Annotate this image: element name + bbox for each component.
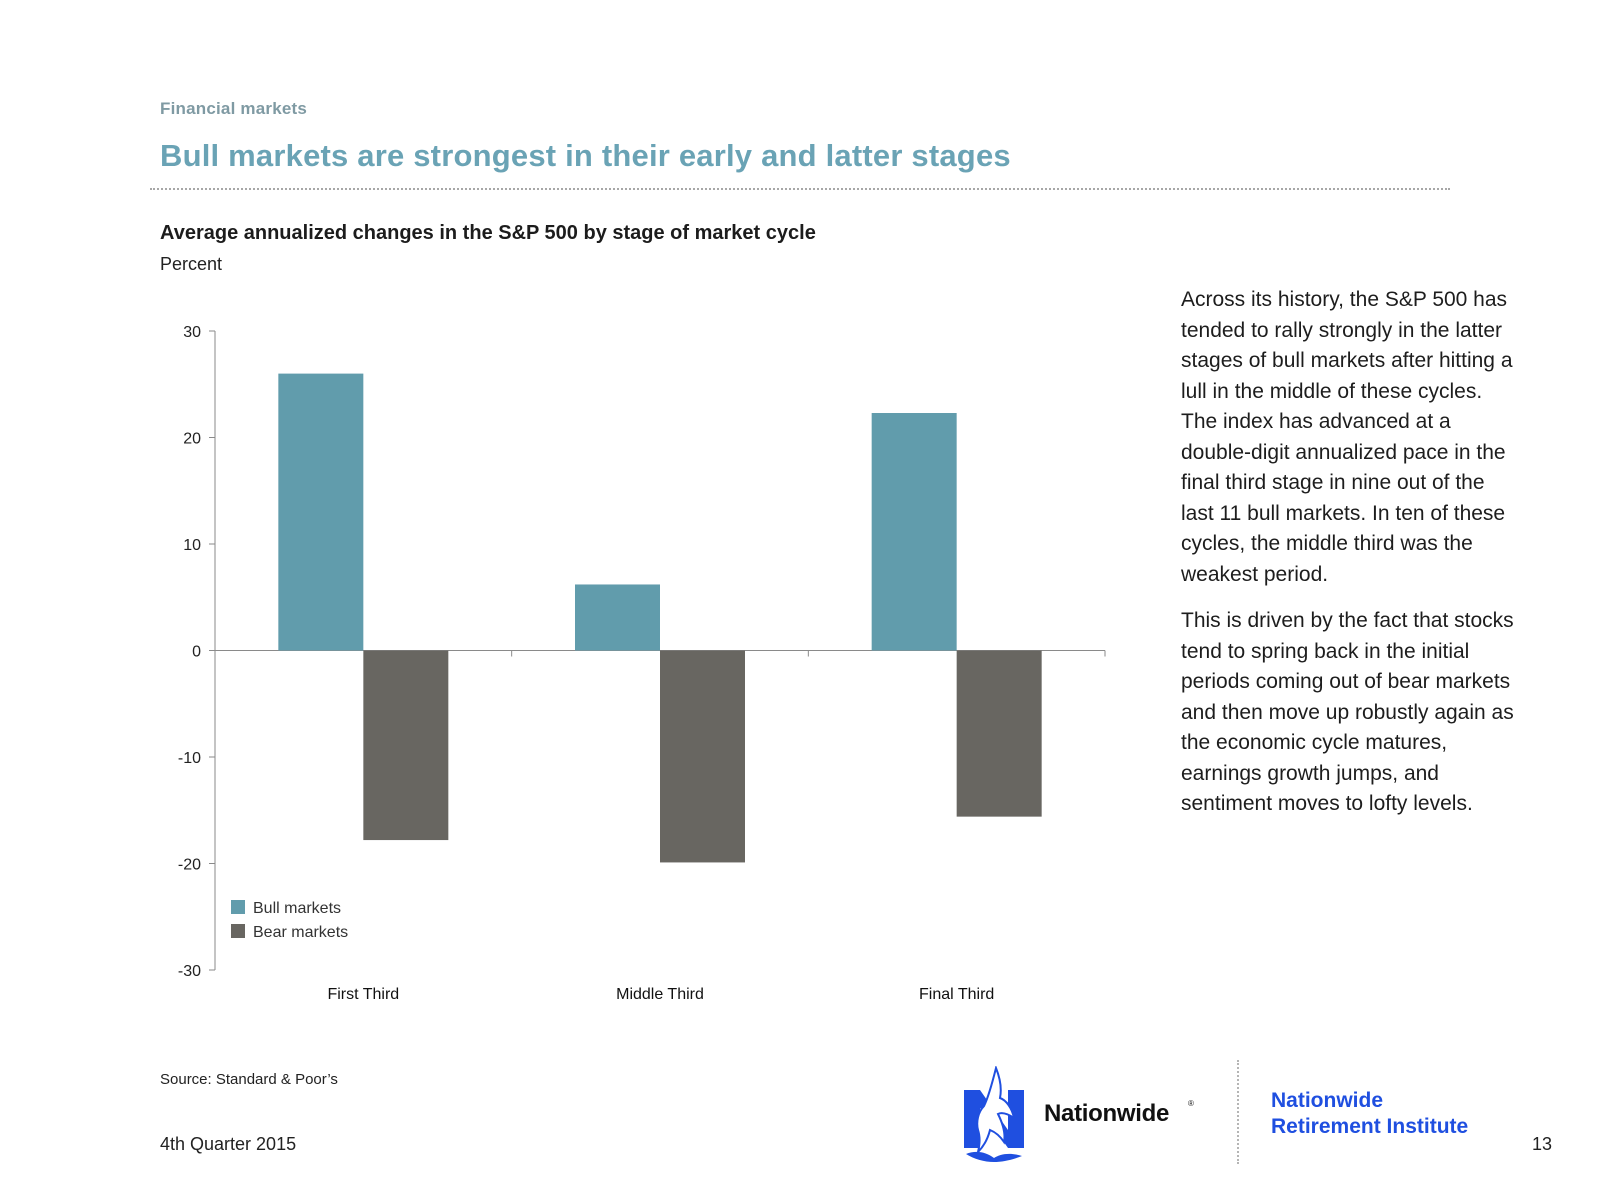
institute-line-2: Retirement Institute xyxy=(1271,1115,1469,1138)
x-category-label: First Third xyxy=(327,986,399,1003)
page-number: 13 xyxy=(1532,1134,1553,1154)
institute-name: Nationwide Retirement Institute xyxy=(1271,1088,1468,1140)
legend-label: Bull markets xyxy=(253,900,341,917)
title-divider xyxy=(150,188,1450,190)
footer-date: 4th Quarter 2015 xyxy=(160,1134,297,1154)
legend-swatch xyxy=(231,900,245,914)
y-tick-label: -30 xyxy=(178,963,201,980)
commentary-text: Across its history, the S&P 500 has tend… xyxy=(1181,285,1521,836)
x-category-label: Middle Third xyxy=(616,986,704,1003)
bar-chart: 30 20 10 0 -10 -20 -30 First Third Middle Third… xyxy=(178,324,1106,1003)
y-tick-label: 20 xyxy=(183,431,201,448)
bar-bull-markets xyxy=(575,584,660,651)
source-note: Source: Standard & Poor’s xyxy=(160,1071,338,1088)
y-tick-label: -20 xyxy=(178,857,201,874)
bar-bear-markets xyxy=(363,650,449,841)
y-tick-label: -10 xyxy=(178,750,201,767)
y-tick-label: 0 xyxy=(192,644,201,661)
chart-title: Average annualized changes in the S&P 50… xyxy=(160,222,816,244)
x-category-label: Final Third xyxy=(919,986,994,1003)
commentary-paragraph-2: This is driven by the fact that stocks t… xyxy=(1181,609,1514,815)
commentary-paragraph-1: Across its history, the S&P 500 has tend… xyxy=(1181,288,1513,586)
footer-divider xyxy=(1237,1060,1239,1164)
chart-legend: Bull markets Bear markets xyxy=(231,900,348,941)
bar-bull-markets xyxy=(871,413,957,651)
page-title: Bull markets are strongest in their earl… xyxy=(160,138,1011,173)
eagle-logo-icon xyxy=(964,1066,1024,1162)
y-tick-label: 10 xyxy=(183,537,201,554)
brand-registered-mark: ® xyxy=(1188,1099,1194,1108)
brand-name: Nationwide xyxy=(1044,1100,1170,1127)
legend-swatch xyxy=(231,924,245,938)
section-label: Financial markets xyxy=(160,99,308,118)
legend-label: Bear markets xyxy=(253,924,348,941)
institute-line-1: Nationwide xyxy=(1271,1089,1384,1112)
bar-bear-markets xyxy=(660,650,745,863)
bar-bull-markets xyxy=(278,373,364,651)
chart-unit-label: Percent xyxy=(160,254,223,274)
y-tick-label: 30 xyxy=(183,324,201,341)
chart-labels: First Third Middle Third Final Third xyxy=(327,986,994,1003)
chart-bars xyxy=(278,373,1042,863)
bar-bear-markets xyxy=(956,650,1042,817)
